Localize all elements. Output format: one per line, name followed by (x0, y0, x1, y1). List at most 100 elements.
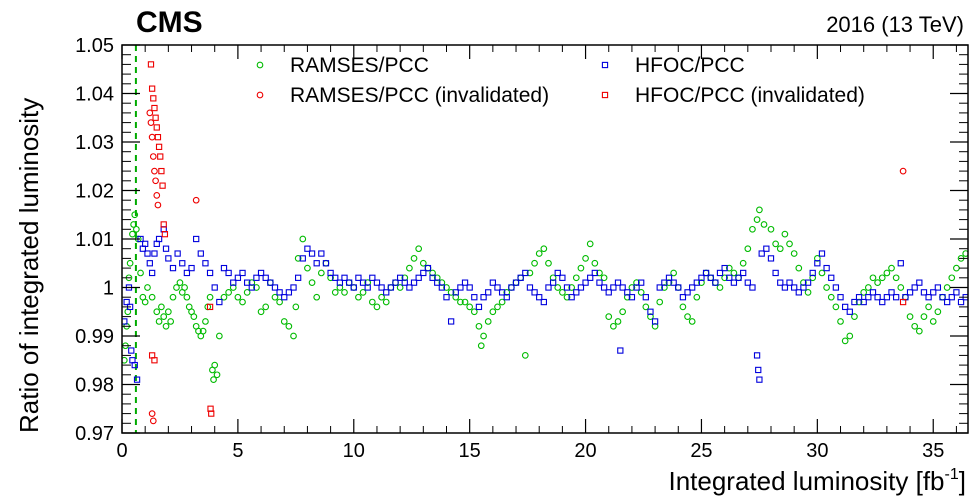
data-point (179, 260, 186, 267)
data-point (151, 250, 158, 257)
data-point (577, 284, 585, 291)
data-point (624, 289, 631, 296)
data-point (512, 279, 520, 286)
y-tick-label: 1.05 (75, 35, 114, 57)
data-point (675, 284, 682, 291)
data-point (253, 274, 260, 281)
data-point (614, 318, 622, 325)
data-point (262, 274, 269, 281)
data-point (874, 279, 881, 287)
data-point (939, 294, 946, 301)
y-tick-label: 0.99 (75, 326, 114, 348)
data-point (721, 264, 728, 272)
data-point (169, 293, 177, 301)
data-point (837, 318, 844, 325)
data-point (225, 289, 232, 296)
data-point (148, 133, 156, 141)
data-point (133, 225, 140, 233)
data-point (165, 308, 172, 316)
legend-label: HFOC/PCC (invalidated) (635, 84, 865, 107)
legend-marker (256, 91, 264, 99)
data-point (860, 298, 867, 306)
data-point (153, 124, 160, 131)
series-3 (147, 61, 907, 417)
data-point (281, 294, 288, 301)
data-point (670, 279, 677, 286)
data-point (878, 274, 886, 282)
legend-marker (601, 91, 609, 99)
data-point (382, 298, 390, 306)
data-point (299, 235, 307, 243)
data-point (735, 274, 742, 281)
data-point (948, 294, 955, 301)
data-point (244, 279, 251, 286)
data-point (716, 269, 724, 277)
data-point (144, 250, 151, 257)
data-point (364, 279, 372, 287)
data-point (800, 279, 807, 287)
data-point (827, 293, 835, 301)
data-point (943, 284, 951, 291)
data-point (637, 289, 645, 296)
data-point (206, 303, 214, 311)
data-point (253, 284, 260, 291)
data-point (131, 211, 139, 219)
data-point (327, 274, 334, 282)
data-point (828, 274, 835, 281)
data-point (167, 318, 175, 325)
data-point (651, 322, 659, 330)
data-point (689, 284, 696, 291)
energy-label: 2016 (13 TeV) (826, 12, 964, 37)
data-point (721, 274, 728, 282)
legend-label: HFOC/PCC (635, 54, 745, 77)
data-point (485, 289, 492, 296)
data-point (392, 279, 399, 286)
data-point (243, 289, 251, 296)
data-point (123, 298, 130, 306)
data-point (471, 294, 478, 301)
data-point (318, 250, 325, 257)
data-point (153, 192, 161, 199)
data-point (535, 250, 543, 257)
data-point (257, 308, 265, 316)
data-point (433, 274, 441, 282)
data-point (776, 245, 784, 253)
data-point (457, 284, 464, 291)
data-point (153, 308, 161, 316)
data-point (341, 289, 348, 296)
data-point (920, 313, 928, 320)
data-point (897, 284, 905, 291)
data-point (790, 250, 798, 257)
data-point (753, 216, 761, 223)
data-point (162, 322, 170, 330)
data-point (494, 303, 501, 311)
data-point (545, 259, 552, 267)
data-point (220, 264, 228, 272)
data-point (158, 303, 165, 311)
data-point (540, 298, 547, 306)
data-point (617, 347, 624, 354)
data-point (165, 255, 172, 262)
data-point (739, 259, 747, 267)
data-point (322, 259, 330, 267)
data-point (600, 274, 608, 282)
data-point (262, 303, 270, 311)
data-point (818, 250, 826, 257)
data-point (248, 279, 256, 287)
data-point (355, 274, 362, 281)
data-point (795, 264, 803, 272)
legend-label: RAMSES/PCC (290, 54, 429, 77)
data-point (169, 264, 177, 272)
data-point (322, 260, 330, 267)
data-point (197, 250, 204, 257)
data-point (280, 318, 288, 325)
data-point (684, 313, 691, 320)
data-point (586, 240, 594, 248)
data-point (962, 250, 968, 257)
data-point (151, 357, 158, 364)
data-point (730, 269, 738, 277)
data-point (888, 264, 895, 272)
data-point (892, 274, 900, 282)
data-point (841, 337, 849, 345)
y-tick-label: 1.03 (75, 132, 114, 154)
